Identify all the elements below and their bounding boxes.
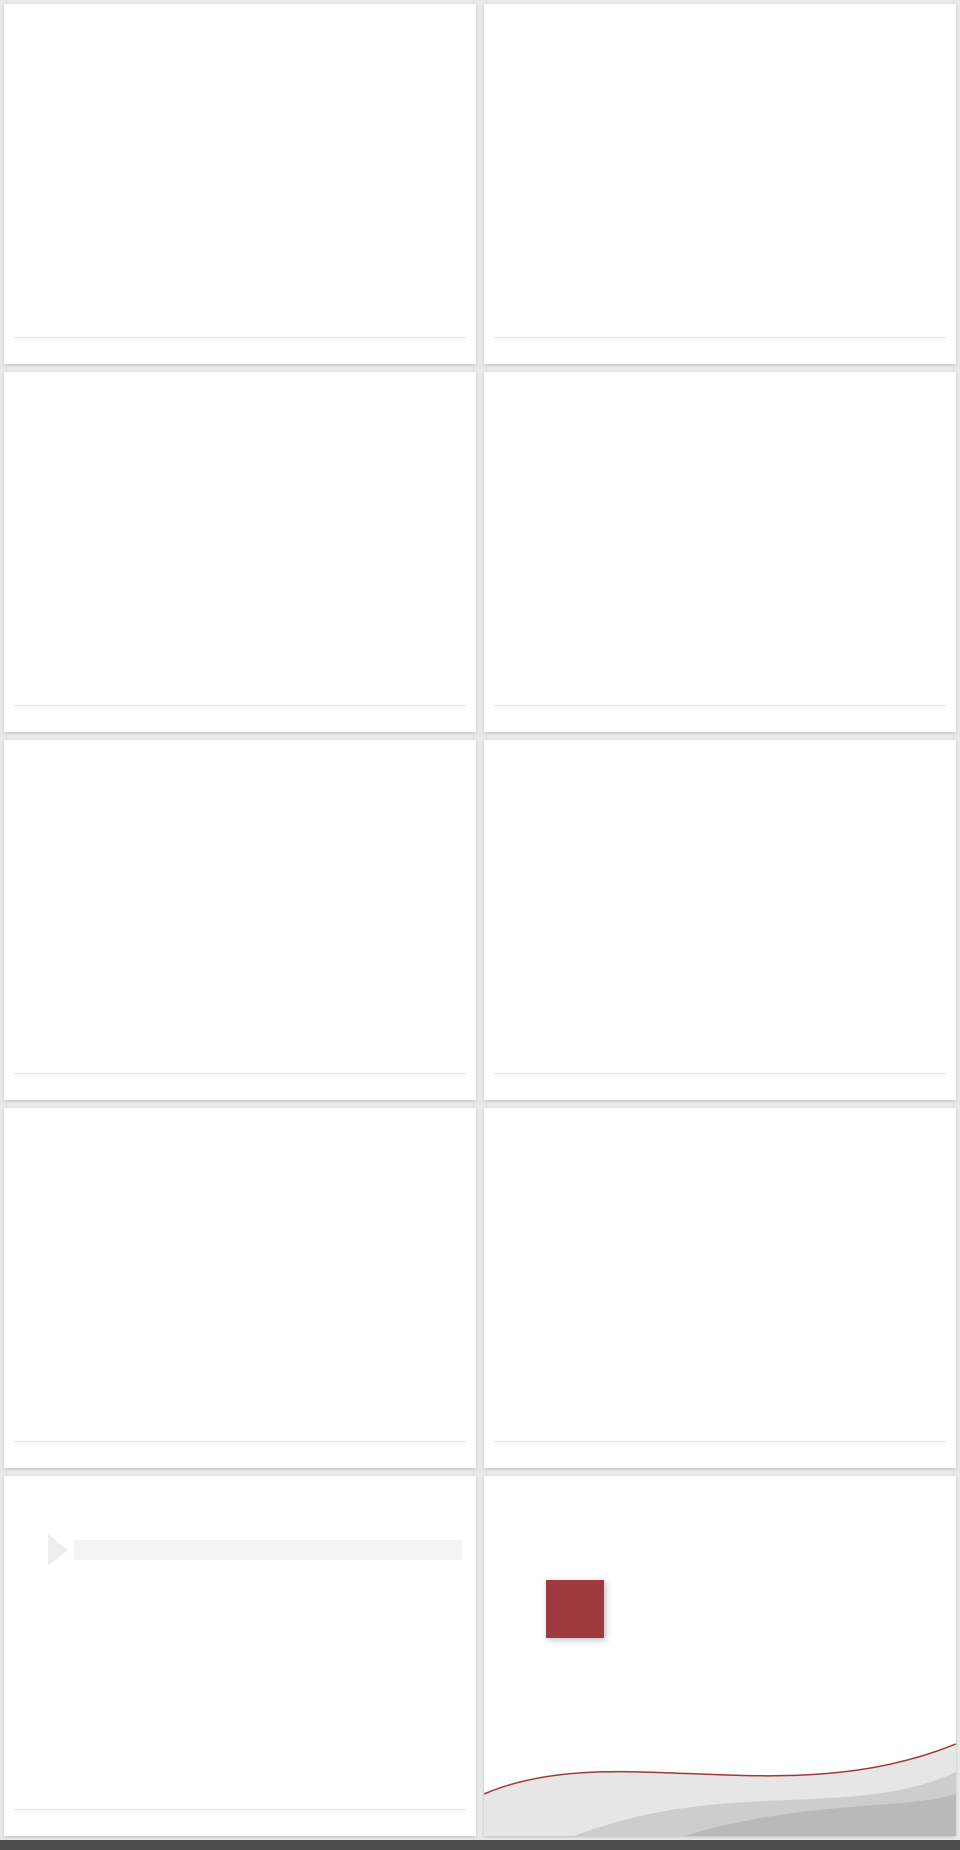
brand-logo-icon xyxy=(494,10,512,34)
section-number xyxy=(546,1580,604,1638)
viewport-edge xyxy=(0,1840,960,1850)
footer-divider xyxy=(494,337,946,338)
decorative-swoosh xyxy=(484,1743,956,1836)
footer-divider xyxy=(494,705,946,706)
slide-47[interactable] xyxy=(484,740,956,1100)
footer-divider xyxy=(14,337,466,338)
slide-46[interactable] xyxy=(4,740,476,1100)
footer-divider xyxy=(14,1809,466,1810)
footer-divider xyxy=(14,705,466,706)
footer-divider xyxy=(14,1073,466,1074)
brand-logo-icon xyxy=(494,746,512,770)
slide-50[interactable] xyxy=(4,1476,476,1836)
slide-44[interactable] xyxy=(4,372,476,732)
slide-49[interactable] xyxy=(484,1108,956,1468)
slide-45[interactable] xyxy=(484,372,956,732)
brand-logo-icon xyxy=(14,10,32,34)
footer-divider xyxy=(14,1441,466,1442)
brand-logo-icon xyxy=(14,1482,32,1506)
slide-51[interactable] xyxy=(484,1476,956,1836)
slide-43[interactable] xyxy=(484,4,956,364)
university-seal-icon xyxy=(896,1490,940,1534)
brand-logo-icon xyxy=(494,378,512,402)
brand-logo-icon xyxy=(494,1114,512,1138)
slide-48[interactable] xyxy=(4,1108,476,1468)
brand-logo-icon xyxy=(14,746,32,770)
footer-divider xyxy=(494,1073,946,1074)
slide-42[interactable] xyxy=(4,4,476,364)
footer-divider xyxy=(494,1441,946,1442)
pointer-triangle-icon xyxy=(48,1534,68,1566)
brand-logo-icon xyxy=(14,1114,32,1138)
analysis-panel xyxy=(74,1540,462,1560)
brand-logo-icon xyxy=(14,378,32,402)
